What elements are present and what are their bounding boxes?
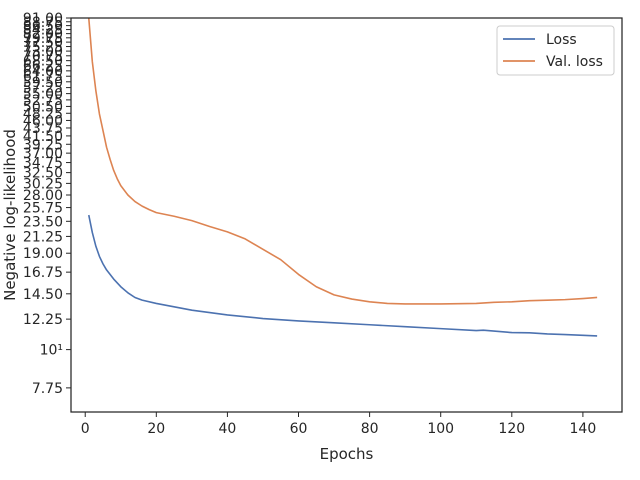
plot-area (87, 17, 598, 337)
y-tick-label: 25.75 (23, 201, 63, 217)
y-tick-label: 77.50 (23, 35, 63, 51)
x-tick-label: 60 (290, 421, 308, 437)
y-tick-label: 79.75 (23, 31, 63, 47)
y-tick-label: 66.25 (23, 59, 63, 75)
y-tick-label: 50.50 (23, 99, 63, 115)
x-axis-title: Epochs (320, 445, 374, 463)
x-tick-label: 0 (81, 421, 90, 437)
y-tick-label: 84.25 (23, 23, 63, 39)
y-tick-label: 32.50 (23, 166, 63, 182)
y-tick-label: 73.00 (23, 44, 63, 60)
legend-label-1: Val. loss (546, 54, 603, 70)
series-lines (87, 17, 598, 337)
series-line-0 (87, 214, 598, 337)
x-tick-label: 120 (498, 421, 525, 437)
x-axis-ticks: 0 20 40 60 80 100 120 140 (81, 412, 597, 437)
y-tick-label: 57.25 (23, 81, 63, 97)
y-tick-label: 30.25 (23, 176, 63, 192)
y-tick-label: 28.00 (23, 188, 63, 204)
y-tick-label: 41.50 (23, 129, 63, 145)
y-tick-label: 21.25 (23, 229, 63, 245)
y-tick-label: 43.75 (23, 121, 63, 137)
x-tick-label: 40 (218, 421, 236, 437)
y-tick-label: 19.00 (23, 246, 63, 262)
y-tick-label: 23.50 (23, 214, 63, 230)
y-tick-label: 82.00 (23, 27, 63, 43)
y-tick-label: 10¹ (40, 343, 63, 359)
y-tick-label: 52.75 (23, 93, 63, 109)
x-tick-label: 80 (361, 421, 379, 437)
y-tick-label: 59.50 (23, 75, 63, 91)
y-tick-label: 34.75 (23, 156, 63, 172)
x-tick-label: 20 (147, 421, 165, 437)
y-tick-label: 88.75 (23, 15, 63, 31)
y-tick-label: 7.75 (32, 381, 63, 397)
y-tick-label: 68.50 (23, 54, 63, 70)
legend: Loss Val. loss (496, 25, 615, 76)
y-tick-label: 14.50 (23, 287, 63, 303)
y-tick-label: 46.00 (23, 113, 63, 129)
x-tick-label: 100 (427, 421, 454, 437)
y-tick-label: 64.00 (23, 64, 63, 80)
y-tick-label: 70.75 (23, 49, 63, 65)
y-tick-label: 39.25 (23, 137, 63, 153)
y-tick-label: 55.00 (23, 87, 63, 103)
y-tick-label: 91.00 (23, 11, 63, 27)
y-tick-label: 61.75 (23, 69, 63, 85)
y-tick-label: 16.75 (23, 265, 63, 281)
axes-frame (70, 17, 623, 413)
y-tick-label: 37.00 (23, 146, 63, 162)
y-tick-label: 48.25 (23, 106, 63, 122)
y-tick-label: 75.25 (23, 40, 63, 56)
y-axis-ticks: 7.75 10¹ 12.25 14.50 16.75 19.0021.2523.5025.… (23, 11, 71, 397)
x-tick-label: 140 (570, 421, 597, 437)
y-tick-label: 12.25 (23, 312, 63, 328)
y-tick-label: 86.50 (23, 19, 63, 35)
legend-label-0: Loss (546, 32, 577, 48)
y-axis-title: Negative log-likelihood (1, 129, 19, 301)
series-line-1 (87, 17, 598, 305)
